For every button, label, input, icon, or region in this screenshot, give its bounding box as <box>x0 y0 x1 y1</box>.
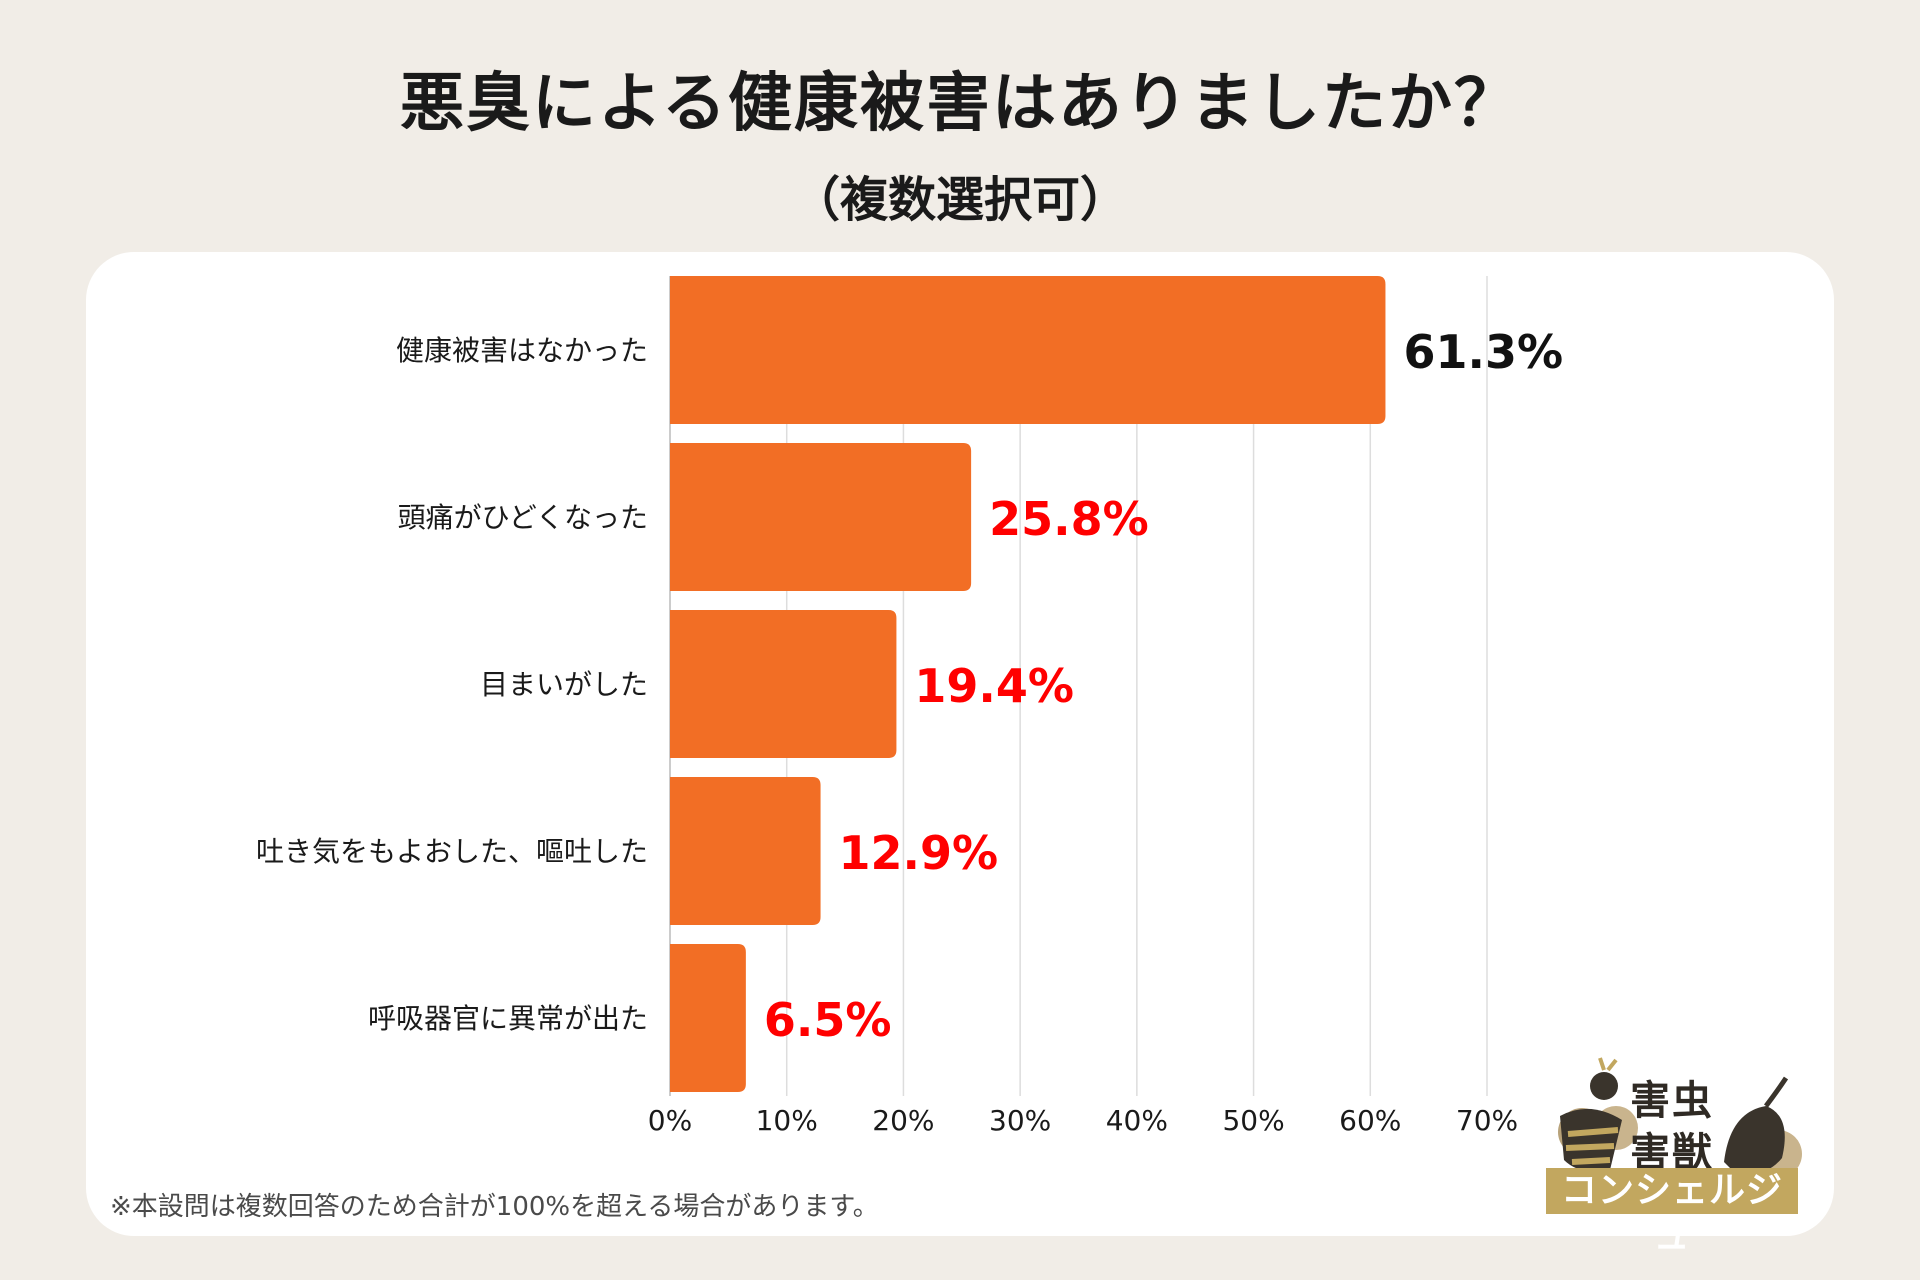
value-label: 12.9% <box>839 826 999 880</box>
value-label: 25.8% <box>989 492 1149 546</box>
bar <box>670 777 821 925</box>
x-tick-label: 40% <box>1106 1104 1168 1137</box>
value-label: 6.5% <box>764 993 892 1047</box>
x-tick-label: 60% <box>1339 1104 1401 1137</box>
value-label: 19.4% <box>914 659 1074 713</box>
category-label: 健康被害はなかった <box>396 334 648 367</box>
x-tick-label: 30% <box>989 1104 1051 1137</box>
x-tick-label: 50% <box>1222 1104 1284 1137</box>
category-label: 頭痛がひどくなった <box>398 501 648 534</box>
category-label: 吐き気をもよおした、嘔吐した <box>256 835 648 868</box>
bar <box>670 944 746 1092</box>
chart-card: 0% 10% 20% 30% 40% 50% 60% 70% 健康被害はなかった 61.3% 頭痛が… <box>86 252 1834 1236</box>
chart-subtitle: （複数選択可） <box>791 172 1128 228</box>
category-label: 呼吸器官に異常が出た <box>368 1002 648 1035</box>
logo-text-line1: 害虫 <box>1630 1078 1714 1124</box>
bar <box>670 610 897 758</box>
brand-logo: 害虫 害獣 コンシェルジュ <box>1530 1050 1810 1257</box>
x-tick-label: 70% <box>1456 1104 1518 1137</box>
footnote: ※本設問は複数回答のため合計が100%を超える場合があります。 <box>110 1192 879 1222</box>
bee-mouse-icon <box>1558 1057 1802 1178</box>
logo-band: コンシェルジュ <box>1546 1168 1798 1257</box>
x-tick-label: 20% <box>872 1104 934 1137</box>
chart-title: 悪臭による健康被害はありましたか？ <box>399 67 1521 141</box>
bar-chart: 0% 10% 20% 30% 40% 50% 60% 70% 健康被害はなかった 61.3% 頭痛が… <box>256 276 1563 1137</box>
category-label: 目まいがした <box>480 668 648 701</box>
x-tick-label: 0% <box>648 1104 692 1137</box>
bar <box>670 443 972 591</box>
value-label: 61.3% <box>1403 325 1563 379</box>
bar <box>670 276 1386 424</box>
x-tick-label: 10% <box>756 1104 818 1137</box>
